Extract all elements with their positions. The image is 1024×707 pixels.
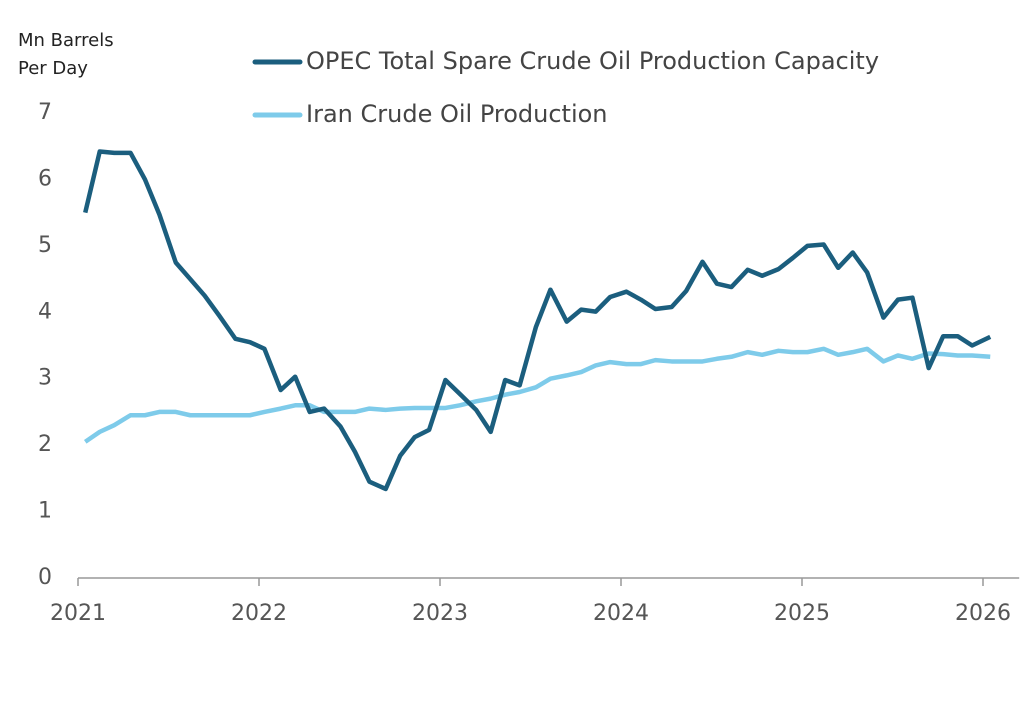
y-tick-label: 3 bbox=[38, 366, 52, 391]
y-tick-label: 2 bbox=[38, 432, 52, 457]
y-tick-label: 1 bbox=[38, 499, 52, 524]
y-tick-label: 6 bbox=[38, 166, 52, 191]
x-tick-label: 2023 bbox=[412, 601, 468, 626]
y-tick-label: 0 bbox=[38, 565, 52, 590]
y-tick-label: 4 bbox=[38, 299, 52, 324]
y-axis-label: Mn Barrels Per Day bbox=[18, 30, 114, 79]
series-line bbox=[83, 346, 991, 444]
x-tick-label: 2024 bbox=[593, 601, 649, 626]
x-tick-label: 2025 bbox=[774, 601, 830, 626]
x-tick-label: 2021 bbox=[50, 601, 106, 626]
legend-label: Iran Crude Oil Production bbox=[306, 100, 608, 128]
series-line bbox=[83, 149, 992, 492]
y-tick-label: 5 bbox=[38, 233, 52, 258]
x-tick-label: 2026 bbox=[955, 601, 1011, 626]
x-tick-label: 2022 bbox=[231, 601, 287, 626]
legend-label: OPEC Total Spare Crude Oil Production Ca… bbox=[306, 47, 879, 75]
y-tick-label: 7 bbox=[38, 100, 52, 125]
